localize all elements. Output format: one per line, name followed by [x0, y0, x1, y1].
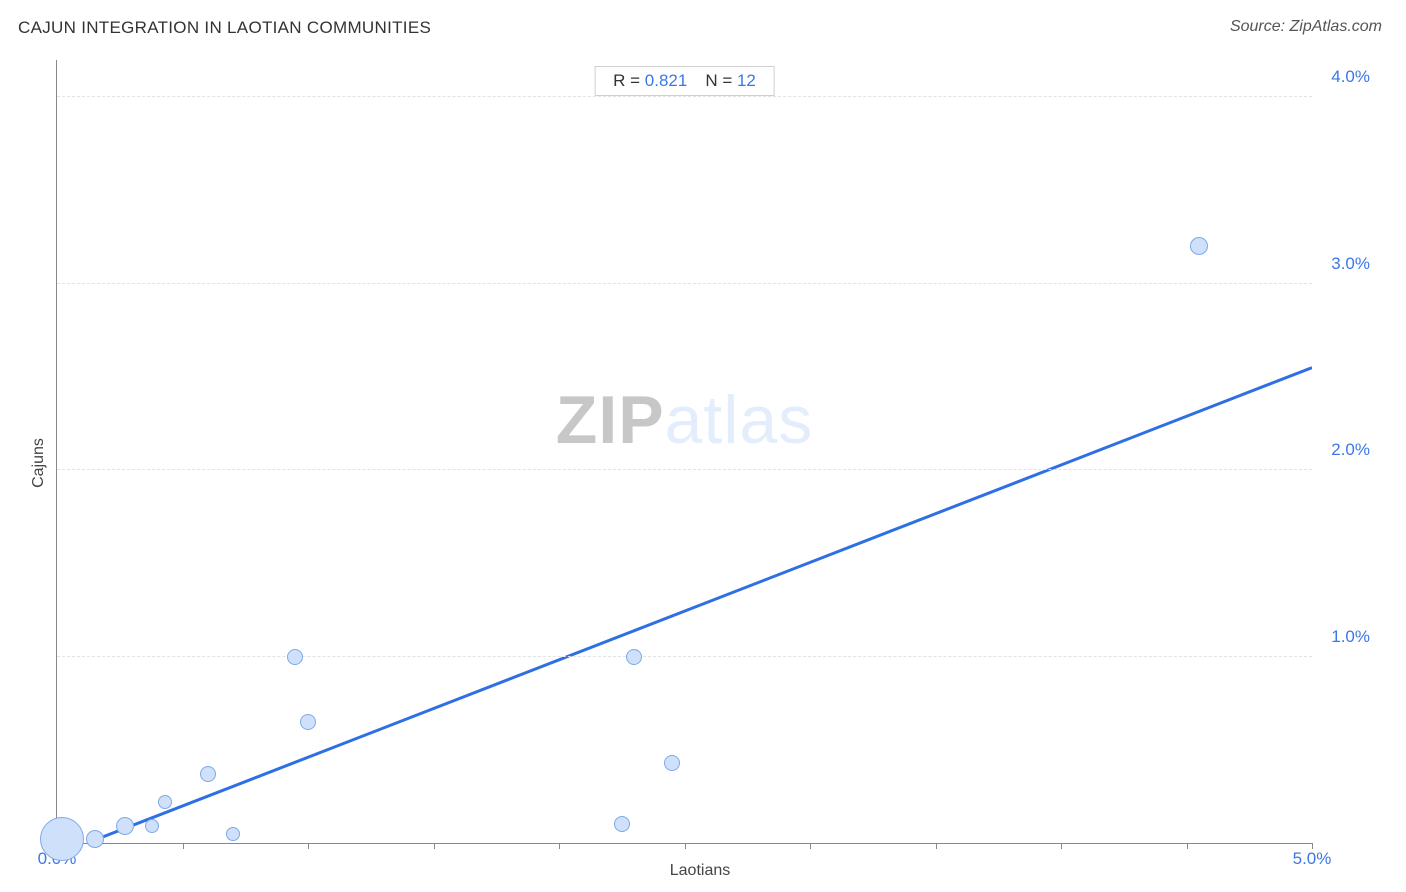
watermark: ZIPatlas — [556, 381, 813, 459]
watermark-light: atlas — [665, 382, 814, 458]
data-point — [40, 817, 84, 861]
data-point — [664, 755, 680, 771]
x-tick — [183, 843, 184, 849]
gridline-h — [57, 96, 1312, 97]
gridline-h — [57, 283, 1312, 284]
data-point — [626, 649, 642, 665]
y-tick-label: 2.0% — [1320, 440, 1370, 460]
page-title: CAJUN INTEGRATION IN LAOTIAN COMMUNITIES — [18, 18, 431, 38]
plot-area: ZIPatlas R = 0.821N = 12 1.0%2.0%3.0%4.0… — [56, 60, 1312, 844]
y-axis-label: Cajuns — [30, 438, 48, 488]
stats-box: R = 0.821 N = 12 — [594, 66, 775, 96]
n-label: N = — [705, 71, 737, 90]
watermark-bold: ZIP — [556, 382, 665, 458]
r-label: R = — [613, 71, 645, 90]
x-tick — [810, 843, 811, 849]
x-tick-label: 5.0% — [1293, 849, 1332, 869]
n-value: 12 — [737, 71, 756, 90]
data-point — [116, 817, 134, 835]
header: CAJUN INTEGRATION IN LAOTIAN COMMUNITIES… — [0, 0, 1406, 46]
x-tick — [308, 843, 309, 849]
data-point — [1190, 237, 1208, 255]
y-tick-label: 4.0% — [1320, 67, 1370, 87]
trend-line — [57, 60, 1312, 843]
data-point — [226, 827, 240, 841]
data-point — [287, 649, 303, 665]
source-label: Source: ZipAtlas.com — [1230, 18, 1382, 36]
r-value: 0.821 — [645, 71, 688, 90]
y-tick-label: 3.0% — [1320, 254, 1370, 274]
x-tick — [1061, 843, 1062, 849]
x-tick — [1187, 843, 1188, 849]
data-point — [86, 830, 104, 848]
y-tick-label: 1.0% — [1320, 627, 1370, 647]
data-point — [300, 714, 316, 730]
x-tick — [685, 843, 686, 849]
x-tick — [936, 843, 937, 849]
chart-container: Cajuns Laotians ZIPatlas R = 0.821 N = 12… — [18, 48, 1382, 878]
gridline-h — [57, 656, 1312, 657]
data-point — [158, 795, 172, 809]
data-point — [200, 766, 216, 782]
data-point — [614, 816, 630, 832]
x-tick — [434, 843, 435, 849]
x-tick — [559, 843, 560, 849]
data-point — [145, 819, 159, 833]
x-axis-label: Laotians — [670, 862, 731, 880]
gridline-h — [57, 469, 1312, 470]
